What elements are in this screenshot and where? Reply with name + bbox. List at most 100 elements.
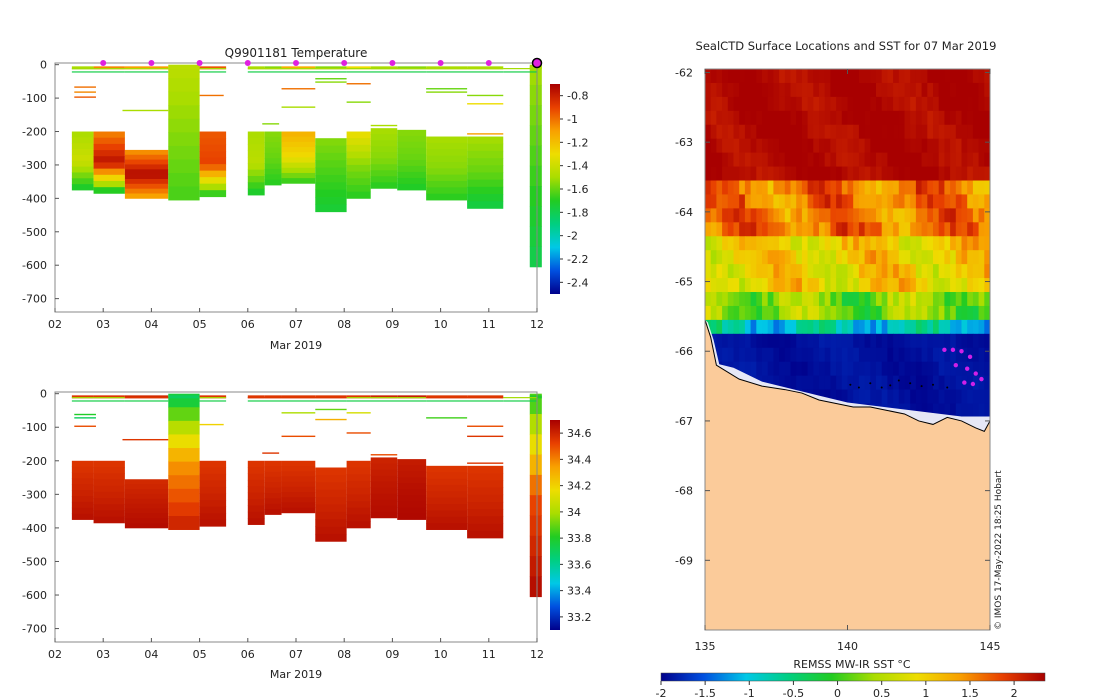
sst-pixel (881, 389, 888, 405)
profile-time-marker (341, 60, 348, 66)
track-point (849, 383, 852, 386)
sst-pixel (756, 208, 763, 223)
sst-pixel (779, 138, 786, 154)
sst-pixel (927, 319, 934, 335)
profile-surface-band (397, 395, 427, 399)
sst-pixel (978, 82, 985, 98)
map-colorbar-tick-label: -2 (656, 687, 667, 700)
sst-pixel (841, 375, 848, 391)
sst-pixel (733, 361, 740, 377)
sst-pixel (830, 375, 837, 391)
sst-pixel (927, 166, 934, 182)
sst-pixel (990, 111, 996, 125)
sst-pixel (801, 82, 809, 98)
sst-pixel (830, 222, 837, 237)
sst-pixel (813, 138, 820, 154)
sst-pixel (750, 347, 757, 363)
sst-pixel (744, 292, 752, 307)
sst-pixel (762, 292, 769, 307)
sst-pixel (990, 222, 996, 236)
sst-pixel (887, 333, 894, 349)
profile-band (247, 518, 265, 525)
profile-band (199, 473, 227, 481)
sst-pixel (887, 124, 894, 140)
sst-pixel (915, 110, 923, 126)
map-colorbar-tick-label: 1.5 (961, 687, 979, 700)
depth-trace (426, 417, 468, 419)
sst-pixel (904, 138, 911, 154)
profile-band (168, 488, 200, 503)
surface-trace (346, 68, 427, 70)
sst-pixel (978, 110, 985, 126)
sst-pixel (984, 166, 990, 182)
sst-pixel (830, 333, 837, 349)
sst-pixel (893, 110, 900, 126)
sst-pixel (813, 305, 820, 321)
sst-pixel (858, 347, 866, 363)
sst-pixel (807, 264, 814, 279)
sst-pixel (938, 319, 945, 335)
sst-pixel (847, 110, 854, 126)
sst-pixel (750, 236, 757, 251)
sst-pixel (750, 166, 757, 182)
sst-pixel (858, 166, 866, 182)
sst-pixel (739, 180, 746, 195)
sst-pixel (739, 236, 746, 251)
sst-pixel (830, 194, 837, 209)
sst-pixel (967, 389, 974, 405)
x-tick-label: 09 (385, 318, 399, 331)
sst-pixel (870, 319, 877, 335)
map-colorbar-tick-label: -0.5 (783, 687, 804, 700)
sst-pixel (910, 194, 917, 209)
sst-pixel (978, 180, 985, 195)
sst-pixel (773, 82, 780, 98)
sst-pixel (824, 250, 831, 265)
sst-pixel (938, 278, 945, 293)
sst-pixel (756, 278, 763, 293)
sst-pixel (921, 292, 928, 307)
seal-location (962, 380, 967, 385)
sst-pixel (853, 69, 860, 84)
sst-pixel (927, 361, 934, 377)
depth-trace (426, 91, 468, 93)
sst-pixel (904, 208, 911, 223)
sst-pixel (858, 152, 866, 168)
profile-band (93, 174, 125, 182)
sst-pixel (830, 250, 837, 265)
sst-pixel (801, 166, 809, 182)
sst-pixel (779, 236, 786, 251)
sst-pixel (898, 96, 905, 112)
sst-pixel (898, 82, 905, 98)
sst-pixel (853, 250, 860, 265)
sst-pixel (773, 166, 780, 182)
sst-pixel (904, 82, 911, 98)
sst-pixel (881, 333, 888, 349)
sst-pixel (739, 278, 746, 293)
sst-pixel (972, 96, 980, 112)
sst-pixel (853, 138, 860, 154)
sst-pixel (836, 124, 843, 140)
sst-pixel (898, 278, 905, 293)
sst-pixel (744, 333, 752, 349)
sst-pixel (898, 375, 905, 391)
track-point (920, 385, 923, 388)
profile-band (264, 168, 282, 175)
profile-band (370, 499, 398, 507)
profile-band (315, 511, 347, 520)
sst-pixel (933, 110, 940, 126)
sst-pixel (972, 124, 980, 140)
x-tick-label: 04 (144, 318, 158, 331)
depth-trace (74, 91, 96, 93)
colorbar-tick-label: -1 (567, 113, 578, 126)
sst-pixel (978, 194, 985, 209)
seal-location (959, 349, 964, 354)
sst-pixel (756, 180, 763, 195)
profile-band (467, 509, 504, 517)
sst-pixel (853, 319, 860, 335)
sst-pixel (744, 305, 752, 321)
depth-trace (467, 103, 504, 105)
salinity-data-layer (71, 393, 542, 598)
sst-pixel (876, 333, 883, 349)
sst-pixel (870, 194, 877, 209)
sst-pixel (984, 319, 990, 335)
